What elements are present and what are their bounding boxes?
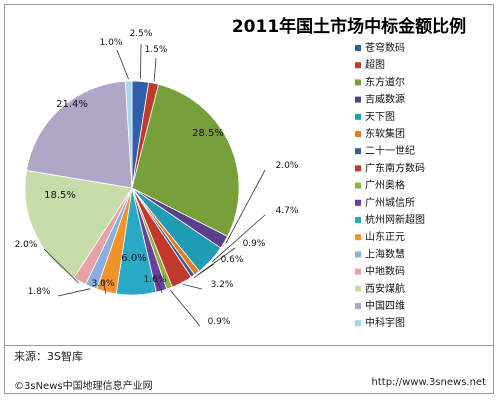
data-label-10: 1.6% [144, 275, 167, 285]
legend-swatch-8 [355, 165, 361, 172]
leader-line-7 [193, 263, 215, 278]
legend-swatch-6 [355, 131, 361, 137]
legend-swatch-2 [355, 62, 361, 69]
legend-swatch-7 [355, 148, 361, 155]
data-label-17: 1.0% [100, 38, 123, 48]
legend-label-17: 中科宇图 [365, 316, 405, 329]
legend-label-15: 西安煤航 [365, 282, 405, 295]
copyright-text: ©3sNews中国地理信息产业网 [14, 381, 153, 392]
chart-title: 2011年国土市场中标金额比例 [232, 16, 466, 37]
leader-line-9 [169, 289, 201, 327]
data-label-7: 0.6% [221, 255, 244, 265]
leader-line-5 [212, 214, 266, 262]
data-label-12: 3.0% [92, 279, 115, 289]
legend-swatch-12 [355, 234, 361, 241]
leader-line-12 [102, 279, 107, 294]
legend-label-5: 天下图 [365, 111, 395, 123]
data-label-14: 2.0% [15, 240, 38, 250]
leader-line-1 [140, 43, 142, 80]
data-label-13: 1.8% [28, 287, 51, 297]
legend-label-11: 杭州网新超图 [365, 213, 425, 226]
data-label-4: 2.0% [276, 161, 299, 171]
leader-line-14 [43, 248, 79, 284]
leader-line-10 [154, 275, 163, 293]
legend-swatch-10 [355, 199, 361, 206]
leader-line-17 [116, 49, 129, 80]
leader-line-13 [57, 288, 91, 297]
legend: 苍穹数码超图东方道尔吉威数源天下图东软集团二十一世纪广东南方数码广州奥格广州城信… [355, 41, 425, 329]
legend-swatch-17 [355, 320, 361, 327]
leader-lines [43, 43, 266, 327]
data-label-15: 18.5% [44, 190, 76, 201]
legend-label-8: 广东南方数码 [365, 161, 425, 174]
data-label-5: 4.7% [276, 206, 299, 216]
legend-label-14: 中地数码 [365, 265, 405, 278]
data-label-2: 1.5% [145, 45, 168, 55]
legend-swatch-1 [355, 45, 361, 51]
source-note: 来源：3S智库 [14, 350, 83, 363]
data-label-8: 3.2% [211, 280, 234, 290]
leader-line-2 [153, 57, 157, 82]
website-url: http://www.3snews.net [371, 377, 486, 388]
slice-15 [24, 169, 133, 279]
data-label-9: 0.9% [208, 317, 231, 327]
legend-label-1: 苍穹数码 [365, 41, 405, 54]
data-label-1: 2.5% [130, 29, 153, 39]
data-label-3: 28.5% [192, 128, 224, 139]
legend-label-2: 超图 [365, 58, 385, 71]
legend-label-16: 中国四维 [365, 299, 405, 312]
footer-divider [4, 345, 494, 346]
legend-label-7: 二十一世纪 [365, 144, 415, 157]
slice-16 [25, 80, 133, 189]
legend-swatch-14 [355, 268, 361, 275]
legend-swatch-4 [355, 96, 361, 103]
slice-17 [124, 80, 133, 189]
legend-swatch-3 [355, 79, 361, 86]
legend-label-6: 东软集团 [365, 127, 405, 140]
data-labels: 2.5% 1.5% 28.5% 2.0% 4.7% 0.9% 0.6% 3.2% 0.9% 1.6… [15, 29, 299, 327]
legend-label-4: 吉威数源 [365, 93, 405, 106]
legend-label-9: 广州奥格 [365, 179, 405, 192]
slice-3 [131, 83, 240, 237]
legend-swatch-16 [355, 303, 361, 309]
data-label-11: 6.0% [121, 253, 146, 264]
legend-label-3: 东方道尔 [365, 75, 405, 88]
leader-line-4 [225, 169, 266, 244]
legend-swatch-9 [355, 182, 361, 189]
legend-swatch-5 [355, 113, 361, 120]
legend-swatch-11 [355, 217, 361, 223]
legend-swatch-13 [355, 251, 361, 258]
pie-slices [24, 80, 240, 296]
data-label-16: 21.4% [56, 99, 88, 110]
data-label-6: 0.9% [243, 239, 266, 249]
legend-swatch-15 [355, 285, 361, 292]
legend-label-13: 上海数慧 [365, 247, 405, 260]
legend-label-12: 山东正元 [365, 230, 405, 243]
leader-line-8 [182, 284, 203, 290]
legend-label-10: 广州城信所 [365, 197, 415, 209]
